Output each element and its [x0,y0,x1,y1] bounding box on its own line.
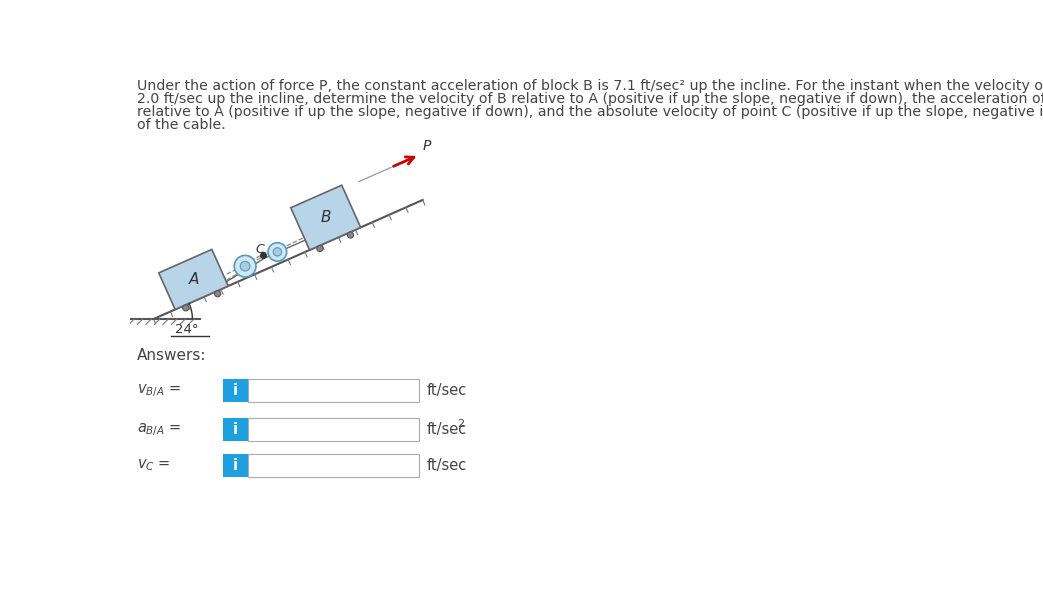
Circle shape [235,255,256,277]
FancyBboxPatch shape [223,379,248,402]
Circle shape [215,291,221,297]
Text: 24°: 24° [175,323,199,336]
Text: B: B [320,210,331,225]
Polygon shape [291,185,361,250]
Text: ft/sec: ft/sec [427,422,466,436]
Circle shape [317,246,323,252]
Text: 2: 2 [458,419,464,429]
Polygon shape [159,249,228,310]
Text: $a_{B/A}$ =: $a_{B/A}$ = [137,420,180,437]
Text: Under the action of force ​P, the constant acceleration of block ​B is 7.1 ft/se: Under the action of force ​P, the consta… [137,79,1043,93]
FancyBboxPatch shape [223,417,248,440]
Text: of the cable.: of the cable. [137,118,225,132]
Text: A: A [189,272,198,287]
Text: ft/sec: ft/sec [427,383,466,398]
FancyBboxPatch shape [223,453,248,477]
Text: P: P [422,139,431,153]
Text: relative to ​A (positive if up the slope, negative if down), and the absolute ve: relative to ​A (positive if up the slope… [137,105,1043,119]
Text: Answers:: Answers: [137,348,207,363]
Text: ft/sec: ft/sec [427,458,466,473]
Text: i: i [234,383,239,398]
Circle shape [183,305,189,311]
FancyBboxPatch shape [248,379,418,402]
Text: i: i [234,422,239,436]
Circle shape [347,232,354,238]
Text: C: C [256,243,265,256]
Circle shape [240,261,250,271]
Circle shape [273,248,282,256]
Text: i: i [234,458,239,473]
Text: 2.0 ft/sec up the incline, determine the velocity of ​B relative to ​A (positive: 2.0 ft/sec up the incline, determine the… [137,92,1043,106]
Text: $v_{B/A}$ =: $v_{B/A}$ = [137,382,180,399]
Text: $v_{C}$ =: $v_{C}$ = [137,458,170,473]
Circle shape [268,243,287,261]
FancyBboxPatch shape [248,417,418,440]
FancyBboxPatch shape [248,453,418,477]
